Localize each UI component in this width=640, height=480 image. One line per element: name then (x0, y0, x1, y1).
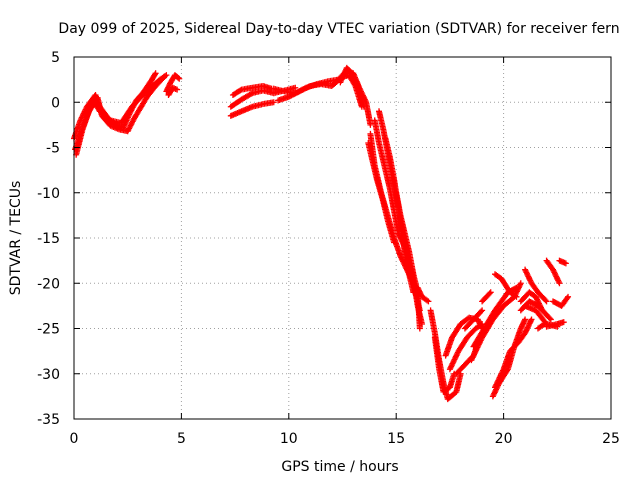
data-point (560, 319, 567, 326)
data-point (479, 307, 486, 314)
data-point (556, 280, 563, 287)
data-point (360, 103, 367, 110)
x-tick-labels: 0 5 10 15 20 25 (70, 431, 620, 447)
data-point (547, 316, 554, 323)
data-point (513, 293, 520, 300)
data-point (512, 292, 519, 299)
data-point (513, 284, 520, 291)
data-point (247, 90, 254, 97)
x-tick-label: 20 (495, 431, 513, 447)
data-point (425, 298, 432, 305)
data-point (292, 84, 299, 91)
data-point (540, 321, 547, 328)
x-tick-label: 5 (177, 431, 186, 447)
x-tick-label: 15 (387, 431, 405, 447)
data-point (305, 83, 312, 90)
data-point (528, 316, 535, 323)
x-tick-label: 25 (602, 431, 620, 447)
x-tick-label: 10 (280, 431, 298, 447)
data-point (562, 260, 569, 267)
data-point (522, 316, 529, 323)
data-point (152, 70, 159, 77)
data-point (564, 295, 571, 302)
data-point (478, 308, 485, 315)
chart-title: Day 099 of 2025, Sidereal Day-to-day VTE… (58, 21, 619, 37)
x-tick-label: 0 (70, 431, 79, 447)
data-point (565, 293, 572, 300)
data-point (542, 297, 549, 304)
y-tick-label: -35 (37, 412, 60, 428)
grid-lines (74, 57, 611, 419)
data-point (487, 289, 494, 296)
data-point (416, 325, 423, 332)
data-point (543, 311, 550, 318)
data-point (486, 290, 493, 297)
data-point (517, 280, 524, 287)
data-point (367, 121, 374, 128)
data-point (174, 86, 181, 93)
y-tick-label: -15 (37, 231, 60, 247)
data-point (541, 320, 548, 327)
data-point (175, 74, 182, 81)
data-point (162, 73, 169, 80)
data-point (477, 321, 484, 328)
data-point (353, 79, 360, 86)
y-axis-title: SDTVAR / TECUs (8, 181, 24, 296)
y-tick-label: 5 (51, 50, 60, 66)
y-tick-label: -5 (46, 141, 60, 157)
y-tick-label: -30 (37, 367, 60, 383)
axis-ticks (73, 56, 612, 420)
data-point (424, 297, 431, 304)
y-tick-label: -20 (37, 276, 60, 292)
y-tick-label: -10 (37, 186, 60, 202)
data-point (163, 72, 170, 79)
data-point (270, 99, 277, 106)
x-axis-title: GPS time / hours (281, 459, 398, 475)
y-tick-label: 0 (51, 95, 60, 111)
data-point (410, 289, 417, 296)
data-point (237, 87, 244, 94)
data-point (176, 75, 183, 82)
data-point (151, 71, 158, 78)
data-points (71, 64, 572, 403)
y-tick-labels: 5 0 -5 -10 -15 -20 -25 -30 -35 (37, 50, 60, 428)
data-point (546, 315, 553, 322)
data-point (543, 298, 550, 305)
y-tick-label: -25 (37, 322, 60, 338)
data-point (542, 310, 549, 317)
data-point (391, 239, 398, 246)
